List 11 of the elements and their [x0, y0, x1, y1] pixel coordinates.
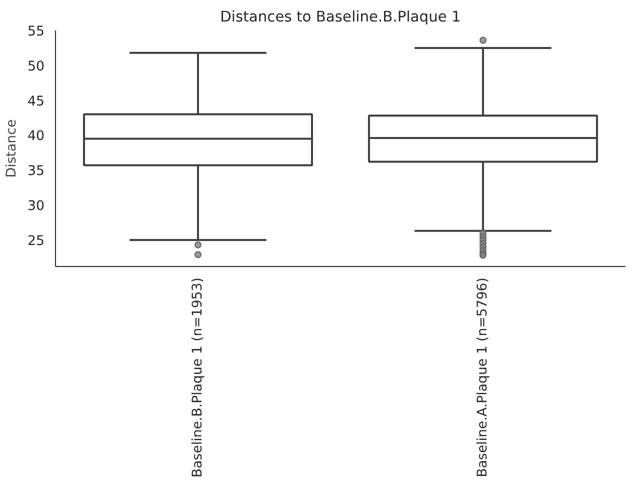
y-tick-label: 45: [28, 94, 45, 110]
y-tick-label: 35: [28, 164, 45, 180]
chart-title: Distances to Baseline.B.Plaque 1: [220, 8, 461, 26]
y-tick-label: 30: [28, 199, 45, 214]
y-tick-label: 25: [28, 234, 45, 249]
y-axis-title: Distance: [4, 119, 20, 178]
y-tick-label: 40: [28, 129, 45, 144]
x-tick-label: Baseline.B.Plaque 1 (n=1953): [190, 277, 206, 478]
x-tick-label: Baseline.A.Plaque 1 (n=5796): [476, 277, 490, 478]
y-tick-label: 55: [28, 24, 45, 40]
y-tick-label: 50: [28, 59, 45, 74]
